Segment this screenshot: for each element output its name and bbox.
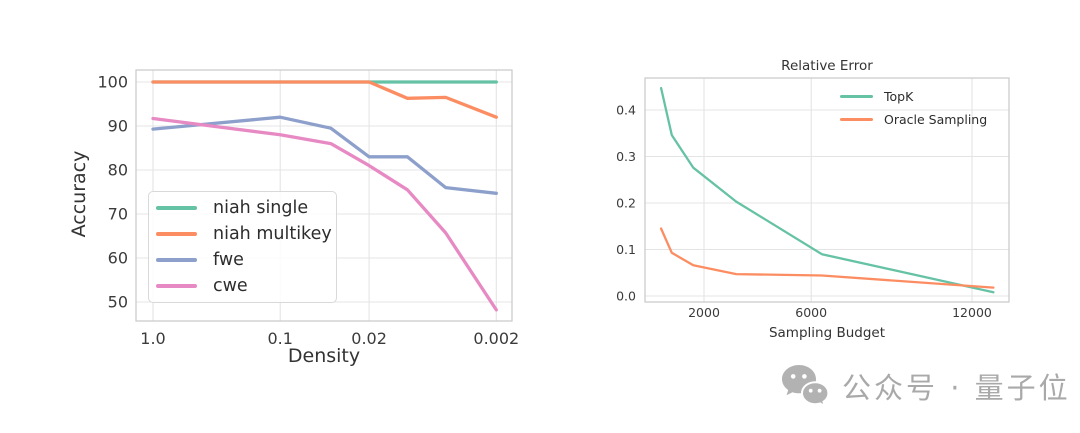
- legend-line-swatch: [840, 95, 873, 98]
- x-tick-label: 1.0: [140, 329, 165, 348]
- right-chart-legend: TopK Oracle Sampling: [840, 85, 987, 131]
- legend-label: niah multikey: [213, 224, 332, 244]
- legend-label: niah single: [213, 198, 309, 218]
- wechat-icon: [782, 365, 830, 408]
- y-tick-label: 0.1: [616, 242, 636, 257]
- legend-label: fwe: [213, 250, 244, 270]
- axes-spine: [135, 69, 513, 322]
- right-chart-x-axis-label: Sampling Budget: [768, 325, 886, 341]
- y-tick-label: 0.2: [616, 196, 636, 211]
- x-tick-label: 0.1: [267, 329, 292, 348]
- legend-label: Oracle Sampling: [884, 112, 988, 127]
- y-tick-label: 0.4: [616, 103, 636, 118]
- legend-item: TopK: [840, 85, 987, 108]
- series-line-niah-multikey: [151, 80, 498, 119]
- y-tick-label: 0.3: [616, 149, 636, 164]
- legend-line-swatch: [156, 284, 197, 288]
- legend-item: niah single: [149, 198, 336, 218]
- left-chart-y-axis-label: Accuracy: [68, 150, 90, 238]
- legend-label: cwe: [213, 276, 248, 296]
- series-line-fwe: [151, 115, 498, 195]
- watermark: 公众号 · 量子位: [779, 362, 1071, 410]
- legend-item: cwe: [149, 276, 336, 296]
- legend-line-swatch: [840, 118, 873, 121]
- y-tick-label: 100: [97, 73, 128, 92]
- watermark-text: 公众号 · 量子位: [842, 371, 1071, 405]
- x-tick-label: 0.002: [473, 329, 519, 348]
- left-chart-x-axis-label: Density: [287, 345, 361, 367]
- legend-item: fwe: [149, 250, 336, 270]
- x-tick-label: 6000: [795, 305, 827, 320]
- series-line-topk: [659, 86, 995, 294]
- series-line-oracle-sampling: [659, 227, 995, 289]
- series-line-cwe: [151, 116, 498, 312]
- y-tick-label: 50: [108, 293, 128, 312]
- legend-item: Oracle Sampling: [840, 108, 987, 131]
- axes-spine: [644, 77, 1010, 303]
- y-tick-label: 70: [108, 205, 128, 224]
- legend-line-swatch: [156, 206, 197, 210]
- x-tick-label: 2000: [688, 305, 720, 320]
- legend-item: niah multikey: [149, 224, 336, 244]
- legend-label: TopK: [884, 89, 914, 104]
- x-tick-label: 12000: [952, 305, 992, 320]
- legend-line-swatch: [156, 258, 197, 262]
- x-tick-label: 0.02: [351, 329, 387, 348]
- y-tick-label: 90: [108, 117, 128, 136]
- left-chart-legend: niah single niah multikey fwe cwe: [148, 191, 337, 303]
- right-chart-title: Relative Error: [781, 58, 873, 74]
- y-tick-label: 80: [108, 161, 128, 180]
- legend-line-swatch: [156, 232, 197, 236]
- y-tick-label: 0.0: [616, 289, 636, 304]
- y-tick-label: 60: [108, 249, 128, 268]
